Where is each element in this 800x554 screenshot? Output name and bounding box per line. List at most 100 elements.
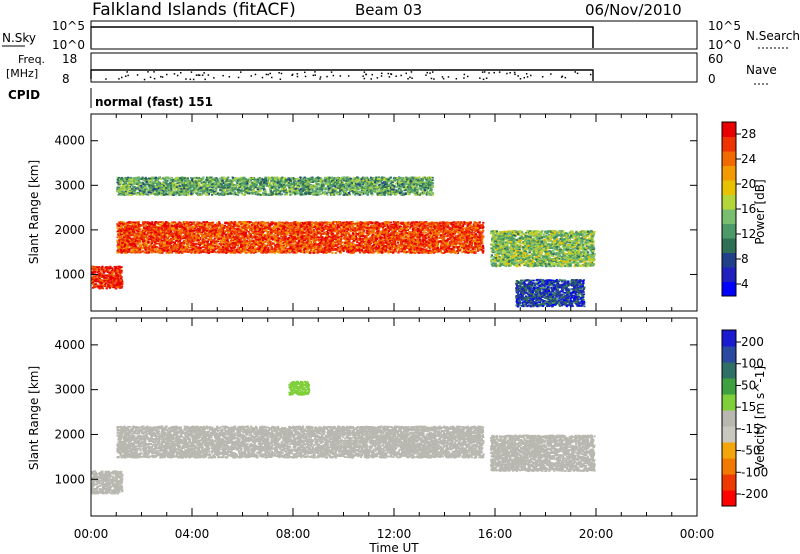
nave-dot bbox=[291, 75, 293, 77]
range-cell bbox=[100, 283, 102, 285]
freq-frame bbox=[91, 53, 697, 82]
nave-dot bbox=[425, 74, 427, 76]
range-cell bbox=[95, 281, 97, 283]
range-cell bbox=[119, 278, 121, 280]
nave-dot bbox=[137, 74, 139, 76]
range-cell bbox=[109, 274, 111, 276]
range-cell bbox=[106, 274, 108, 276]
nsky-strip: N.Sky 10^5 10^0 10^5 10^0 N.Search bbox=[2, 19, 800, 52]
nsky-label: N.Sky bbox=[2, 31, 36, 45]
nave-dot bbox=[251, 75, 253, 77]
nave-dot bbox=[391, 74, 393, 76]
nave-dot bbox=[125, 76, 127, 78]
nave-dot bbox=[517, 75, 519, 77]
nave-dot bbox=[193, 79, 195, 81]
power-scatter bbox=[91, 176, 596, 307]
range-cell bbox=[397, 242, 399, 244]
nsearch-tick-bottom: 10^0 bbox=[708, 38, 741, 52]
nave-dot bbox=[463, 77, 465, 79]
nave-dot bbox=[238, 77, 240, 79]
nave-dot bbox=[222, 75, 224, 77]
nave-dot bbox=[348, 75, 350, 77]
range-cell bbox=[115, 273, 117, 275]
range-cell bbox=[118, 266, 120, 268]
nave-dot bbox=[433, 78, 435, 80]
range-cell bbox=[112, 282, 114, 284]
freq-label-line2: [MHz] bbox=[6, 67, 38, 80]
nave-dot bbox=[456, 78, 458, 80]
range-cell bbox=[107, 271, 109, 273]
range-cell bbox=[97, 266, 99, 268]
range-cell bbox=[92, 283, 94, 285]
nave-dot bbox=[203, 72, 205, 74]
nave-dot bbox=[281, 73, 283, 75]
range-cell bbox=[116, 287, 118, 289]
range-cell bbox=[91, 272, 93, 274]
cpid-label: CPID bbox=[8, 88, 40, 102]
nave-dot bbox=[121, 77, 123, 79]
freq-tick-top: 18 bbox=[62, 52, 77, 66]
nave-dot bbox=[240, 71, 242, 73]
nave-dot bbox=[313, 75, 315, 77]
nave-dot bbox=[409, 77, 411, 79]
nave-dot bbox=[105, 78, 107, 80]
nave-dot bbox=[196, 74, 198, 76]
nave-dot bbox=[204, 79, 206, 81]
nave-dot bbox=[467, 76, 469, 78]
nsky-frame bbox=[91, 21, 697, 49]
nave-dot bbox=[432, 71, 434, 73]
nave-dot bbox=[180, 72, 182, 74]
nave-dot bbox=[166, 74, 168, 76]
nave-dot bbox=[562, 76, 564, 78]
nave-dot bbox=[198, 74, 200, 76]
range-cell bbox=[101, 270, 103, 272]
nave-dot bbox=[331, 71, 333, 73]
range-cell bbox=[116, 269, 118, 271]
nave-dot bbox=[162, 76, 164, 78]
nave-dot bbox=[229, 76, 231, 78]
nave-dot bbox=[185, 78, 187, 80]
range-cell bbox=[103, 272, 105, 274]
nave-dot bbox=[448, 76, 450, 78]
range-cell bbox=[119, 275, 121, 277]
range-cell bbox=[113, 286, 115, 288]
nsky-tick-top: 10^5 bbox=[52, 19, 85, 33]
nsky-trace bbox=[91, 27, 593, 48]
range-cell bbox=[120, 272, 122, 274]
nave-dot bbox=[365, 74, 367, 76]
range-cell bbox=[96, 275, 98, 277]
cpid-strip: CPID normal (fast) 151 bbox=[8, 88, 213, 109]
range-cell bbox=[108, 286, 110, 288]
nave-dot bbox=[479, 77, 481, 79]
range-cell bbox=[107, 266, 109, 268]
nave-dot bbox=[407, 78, 409, 80]
range-cell bbox=[214, 238, 216, 240]
nave-dot bbox=[590, 74, 592, 76]
radar-figure: Falkland Islands (fitACF) Beam 03 06/Nov… bbox=[0, 0, 800, 554]
range-cell bbox=[105, 266, 107, 268]
nave-dot bbox=[527, 76, 529, 78]
nave-dot bbox=[320, 76, 322, 78]
nave-dot bbox=[565, 77, 567, 79]
nave-dot bbox=[177, 75, 179, 77]
nave-dot bbox=[213, 77, 215, 79]
range-cell bbox=[113, 285, 115, 287]
range-cell bbox=[109, 267, 111, 269]
nave-dot bbox=[340, 75, 342, 77]
nave-dot bbox=[575, 71, 577, 73]
nave-dot bbox=[442, 76, 444, 78]
beam-label: Beam 03 bbox=[355, 1, 422, 19]
nsearch-label: N.Search bbox=[746, 29, 800, 43]
range-cell bbox=[108, 269, 110, 271]
nave-dot bbox=[499, 71, 501, 73]
nave-dot bbox=[364, 78, 366, 80]
nave-dot bbox=[443, 78, 445, 80]
cpid-mode: normal (fast) 151 bbox=[95, 95, 213, 109]
nave-tick-top: 60 bbox=[708, 52, 723, 66]
nave-dot bbox=[305, 76, 307, 78]
nave-dots bbox=[105, 71, 591, 80]
nave-dot bbox=[271, 77, 273, 79]
nave-dot bbox=[427, 72, 429, 74]
nave-dot bbox=[150, 77, 152, 79]
range-cell bbox=[111, 271, 113, 273]
